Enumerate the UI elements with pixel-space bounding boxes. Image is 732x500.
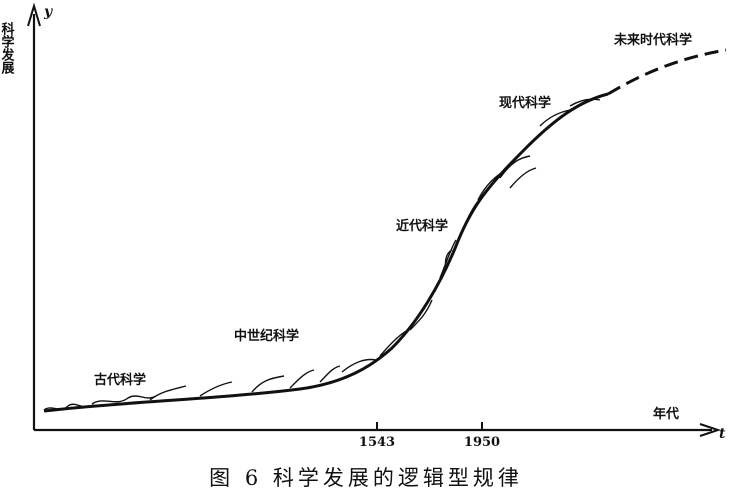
wave-segment [199, 381, 233, 397]
wave-segment [539, 109, 571, 127]
wave-segment [569, 98, 601, 107]
tick-1543-label: 1543 [359, 435, 395, 450]
x-axis-arrow [699, 423, 722, 437]
wave-segment [319, 365, 341, 383]
y-axis-label: y [43, 4, 53, 20]
y-axis-title: 科学发展 [0, 21, 15, 75]
wave-segment [509, 167, 537, 189]
wave-segment [379, 327, 413, 357]
wave-segment [477, 169, 507, 201]
wave-segment [444, 249, 453, 269]
stage-label-future: 未来时代科学 [613, 32, 692, 48]
figure-caption: 图 6 科学发展的逻辑型规律 [209, 466, 523, 490]
x-axis-label: t [719, 426, 726, 442]
axes [27, 2, 722, 437]
logistic-curve [43, 92, 609, 413]
future-curve-dashed [607, 48, 727, 96]
y-axis-arrow [27, 2, 41, 27]
wave-segment [149, 385, 187, 401]
fluctuation-segments [43, 98, 601, 411]
wave-segment [341, 358, 377, 373]
tick-1950-label: 1950 [464, 435, 500, 450]
stage-label-modern: 现代科学 [499, 95, 551, 111]
x-axis-title: 年代 [653, 406, 679, 422]
wave-segment [499, 155, 531, 179]
stage-label-early-modern: 近代科学 [396, 218, 448, 234]
wave-segment [91, 395, 157, 405]
wave-segment [461, 187, 489, 233]
wave-segment [251, 375, 285, 393]
stage-label-medieval: 中世纪科学 [234, 328, 299, 344]
wave-segment [439, 239, 457, 279]
stage-label-ancient: 古代科学 [94, 372, 146, 388]
wave-segment [409, 299, 433, 331]
wave-segment [43, 403, 95, 411]
wave-segment [289, 369, 315, 389]
